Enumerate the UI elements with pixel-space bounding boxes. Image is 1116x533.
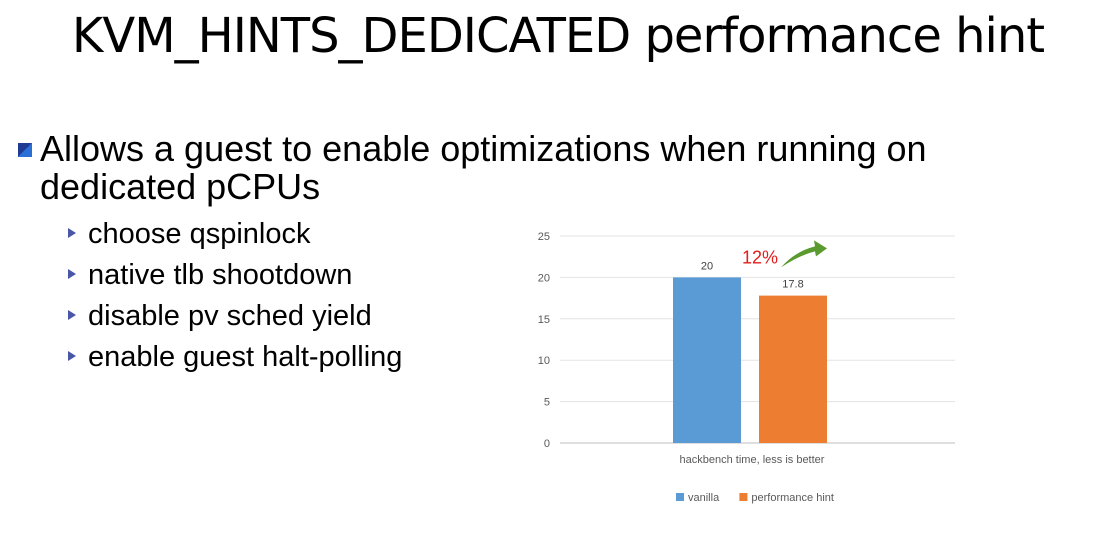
y-tick-label: 25 — [538, 231, 550, 243]
sub-bullet-label: disable pv sched yield — [88, 300, 372, 332]
sub-bullet-label: enable guest halt-polling — [88, 341, 403, 373]
y-tick-label: 0 — [544, 438, 550, 450]
y-tick-label: 20 — [538, 272, 550, 284]
legend-swatch — [739, 493, 748, 501]
green-arrow-icon — [781, 240, 827, 268]
sub-bullet-label: native tlb shootdown — [88, 259, 353, 291]
y-tick-label: 5 — [544, 397, 550, 409]
bar-performance-hint — [759, 295, 827, 443]
slide-title: KVM_HINTS_DEDICATED performance hint — [71, 8, 1045, 64]
main-bullet-line-2: dedicated pCPUs — [40, 166, 321, 207]
sub-bullet-label: choose qspinlock — [88, 218, 311, 250]
triangle-bullet-icon — [68, 228, 76, 238]
percent-annotation: 12% — [742, 247, 778, 267]
legend-label: performance hint — [751, 492, 834, 504]
triangle-bullet-icon — [68, 310, 76, 320]
triangle-bullet-icon — [68, 269, 76, 279]
data-label: 20 — [701, 260, 713, 272]
triangle-bullet-icon — [68, 351, 76, 361]
main-bullet-text: Allows a guest to enable optimizations w… — [40, 130, 927, 206]
x-axis-label: hackbench time, less is better — [680, 454, 825, 466]
bar-vanilla — [673, 277, 741, 443]
y-tick-label: 10 — [538, 355, 550, 367]
y-tick-label: 15 — [538, 314, 550, 326]
main-bullet-line-1: Allows a guest to enable optimizations w… — [40, 128, 927, 169]
square-bullet-icon — [18, 143, 32, 157]
data-label: 17.8 — [782, 279, 803, 291]
bar-chart: 0 5 10 15 20 25 20 17.8 hackbench time, less is … — [538, 231, 955, 504]
legend-swatch — [676, 493, 684, 501]
legend-label: vanilla — [688, 492, 720, 504]
